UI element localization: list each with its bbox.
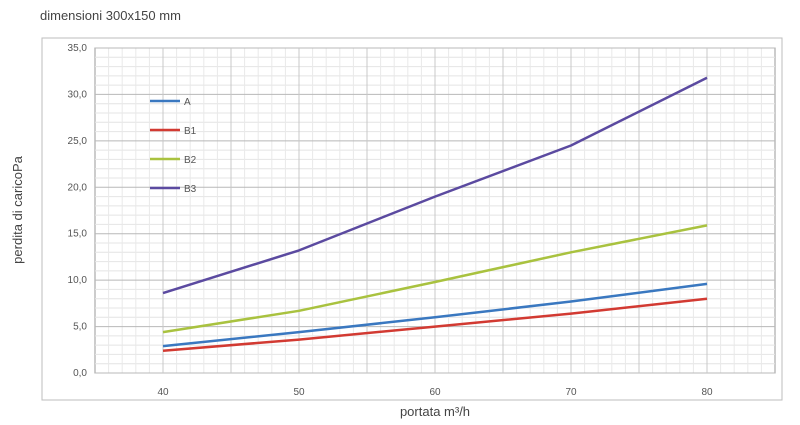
x-tick-label: 80 [701,387,713,398]
y-tick-label: 15,0 [68,229,88,240]
series-lines [162,76,708,352]
y-tick-label: 30,0 [68,89,88,100]
legend-label-b2: B2 [184,155,197,166]
y-axis-label: perdita di caricoPa [10,155,25,263]
y-tick-label: 0,0 [73,368,87,379]
y-tick-label: 25,0 [68,136,88,147]
x-tick-label: 40 [157,387,169,398]
chart-title: dimensioni 300x150 mm [40,8,181,23]
x-tick-label: 50 [293,387,305,398]
y-tick-label: 5,0 [73,322,87,333]
legend-label-a: A [184,97,191,108]
tick-labels: 0,0 5,0 10,0 15,0 20,0 25,0 30,0 35,0 40 50 60 70 80 [68,43,713,398]
legend-label-b3: B3 [184,184,197,195]
series-line-b1 [162,297,708,352]
y-tick-label: 10,0 [68,275,88,286]
y-tick-label: 35,0 [68,43,88,54]
series-line-a [162,282,708,348]
x-tick-label: 70 [565,387,577,398]
grid [95,47,775,374]
x-tick-label: 60 [429,387,441,398]
series-line-b3 [162,76,708,295]
y-tick-label: 20,0 [68,182,88,193]
legend-label-b1: B1 [184,126,197,137]
legend: A B1 B2 B3 [150,97,197,195]
series-line-b2 [162,224,708,334]
x-axis-label: portata m³/h [400,404,470,419]
